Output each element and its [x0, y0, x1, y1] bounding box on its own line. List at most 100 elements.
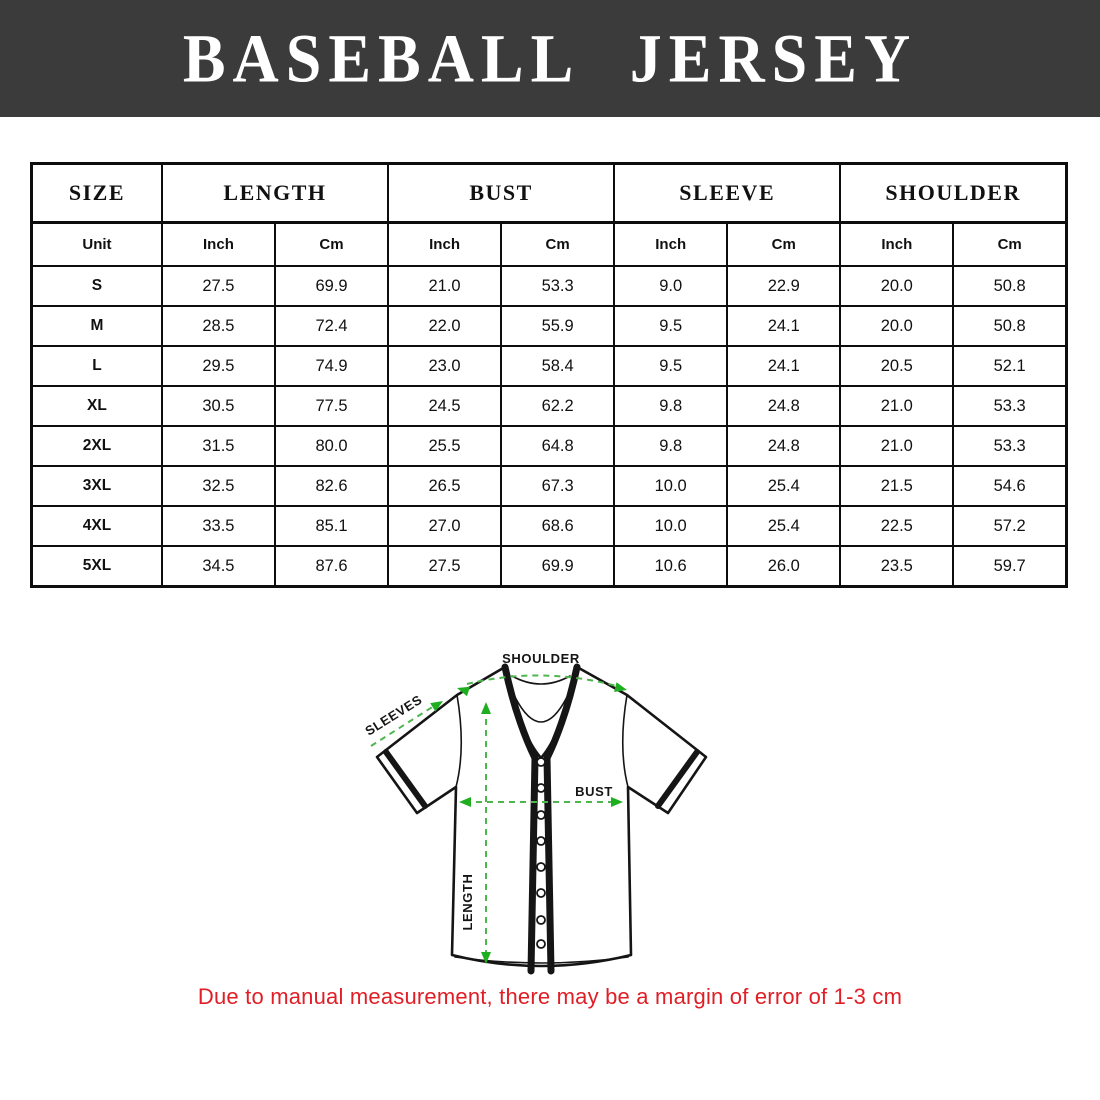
unit-row: Unit Inch Cm Inch Cm Inch Cm Inch Cm: [30, 221, 1068, 267]
shoulder-label: SHOULDER: [502, 651, 580, 666]
shoulder-arrow-left-icon: [457, 686, 470, 697]
value-cell: 20.0: [839, 305, 955, 347]
column-group-shoulder: SHOULDER: [839, 162, 1068, 224]
value-cell: 9.8: [613, 425, 729, 467]
unit-cell-2: Inch: [387, 221, 503, 267]
value-cell: 24.8: [726, 385, 842, 427]
value-cell: 24.1: [726, 305, 842, 347]
value-cell: 27.5: [387, 545, 503, 588]
unit-header-cell: Unit: [30, 221, 163, 267]
value-cell: 31.5: [160, 425, 276, 467]
value-cell: 24.8: [726, 425, 842, 467]
size-cell: L: [30, 345, 163, 387]
size-row-xl: XL 30.5 77.5 24.5 62.2 9.8 24.8 21.0 53.3: [30, 385, 1068, 427]
value-cell: 85.1: [273, 505, 390, 547]
value-cell: 53.3: [952, 385, 1068, 427]
sleeves-measure-line: [370, 703, 438, 747]
right-cuff-stripe: [655, 749, 700, 809]
value-cell: 29.5: [160, 345, 276, 387]
length-label: LENGTH: [460, 873, 475, 930]
value-cell: 68.6: [500, 505, 616, 547]
unit-cell-7: Cm: [952, 221, 1068, 267]
column-group-bust: BUST: [387, 162, 616, 224]
measurement-disclaimer: Due to manual measurement, there may be …: [197, 984, 903, 1009]
value-cell: 50.8: [952, 305, 1068, 347]
value-cell: 23.0: [387, 345, 503, 387]
value-cell: 52.1: [952, 345, 1068, 387]
page-title: BASEBALL JERSEY: [182, 19, 918, 97]
value-cell: 21.0: [387, 265, 503, 307]
unit-cell-3: Cm: [500, 221, 616, 267]
value-cell: 72.4: [273, 305, 390, 347]
hem-inner-line: [454, 956, 629, 964]
size-row-5xl: 5XL 34.5 87.6 27.5 69.9 10.6 26.0 23.5 59.7: [30, 545, 1068, 588]
unit-cell-4: Inch: [613, 221, 729, 267]
length-arrow-bottom-icon: [481, 952, 491, 964]
size-row-4xl: 4XL 33.5 85.1 27.0 68.6 10.0 25.4 22.5 57.2: [30, 505, 1068, 547]
collar-inner-line: [511, 675, 571, 685]
size-cell: XL: [30, 385, 163, 427]
unit-cell-1: Cm: [273, 221, 390, 267]
value-cell: 69.9: [273, 265, 390, 307]
value-cell: 34.5: [160, 545, 276, 588]
length-arrow-top-icon: [481, 702, 491, 714]
value-cell: 77.5: [273, 385, 390, 427]
value-cell: 59.7: [952, 545, 1068, 588]
value-cell: 9.5: [613, 345, 729, 387]
value-cell: 22.5: [839, 505, 955, 547]
value-cell: 21.5: [839, 465, 955, 507]
value-cell: 62.2: [500, 385, 616, 427]
value-cell: 21.0: [839, 425, 955, 467]
column-group-length: LENGTH: [160, 162, 390, 224]
value-cell: 10.0: [613, 505, 729, 547]
size-cell: S: [30, 265, 163, 307]
value-cell: 21.0: [839, 385, 955, 427]
value-cell: 26.0: [726, 545, 842, 588]
size-table: SIZE LENGTH BUST SLEEVE SHOULDER Unit Inch Cm In…: [30, 162, 1068, 588]
column-group-size: SIZE: [30, 162, 163, 224]
value-cell: 27.5: [160, 265, 276, 307]
placket-buttons: [536, 757, 546, 949]
value-cell: 23.5: [839, 545, 955, 588]
unit-cell-5: Cm: [726, 221, 842, 267]
value-cell: 22.0: [387, 305, 503, 347]
left-sleeve-seam: [455, 694, 463, 788]
sleeves-arrow-icon: [430, 701, 443, 712]
value-cell: 28.5: [160, 305, 276, 347]
value-cell: 50.8: [952, 265, 1068, 307]
collar-neck-line: [514, 696, 568, 723]
bust-arrow-left-icon: [459, 797, 471, 807]
size-row-3xl: 3XL 32.5 82.6 26.5 67.3 10.0 25.4 21.5 54.6: [30, 465, 1068, 507]
size-row-l: L 29.5 74.9 23.0 58.4 9.5 24.1 20.5 52.1: [30, 345, 1068, 387]
size-cell: M: [30, 305, 163, 347]
value-cell: 26.5: [387, 465, 503, 507]
shoulder-measure-line: [466, 674, 618, 687]
value-cell: 80.0: [273, 425, 390, 467]
size-row-m: M 28.5 72.4 22.0 55.9 9.5 24.1 20.0 50.8: [30, 305, 1068, 347]
size-table-body: SIZE LENGTH BUST SLEEVE SHOULDER Unit Inch Cm In…: [30, 162, 1068, 588]
unit-cell-0: Inch: [160, 221, 276, 267]
shoulder-arrow-right-icon: [614, 682, 627, 692]
jersey-measurement-diagram: SHOULDER SLEEVES BUST LENGTH: [362, 651, 708, 975]
value-cell: 53.3: [952, 425, 1068, 467]
size-cell: 3XL: [30, 465, 163, 507]
left-cuff-stripe: [383, 749, 428, 809]
value-cell: 82.6: [273, 465, 390, 507]
value-cell: 67.3: [500, 465, 616, 507]
value-cell: 10.6: [613, 545, 729, 588]
group-header-row: SIZE LENGTH BUST SLEEVE SHOULDER: [30, 162, 1068, 224]
right-placket-band: [543, 663, 581, 975]
left-placket-band: [501, 663, 539, 975]
value-cell: 33.5: [160, 505, 276, 547]
value-cell: 22.9: [726, 265, 842, 307]
value-cell: 30.5: [160, 385, 276, 427]
value-cell: 55.9: [500, 305, 616, 347]
value-cell: 64.8: [500, 425, 616, 467]
value-cell: 20.0: [839, 265, 955, 307]
value-cell: 24.1: [726, 345, 842, 387]
value-cell: 9.0: [613, 265, 729, 307]
value-cell: 20.5: [839, 345, 955, 387]
title-banner: BASEBALL JERSEY: [0, 0, 1100, 117]
value-cell: 54.6: [952, 465, 1068, 507]
